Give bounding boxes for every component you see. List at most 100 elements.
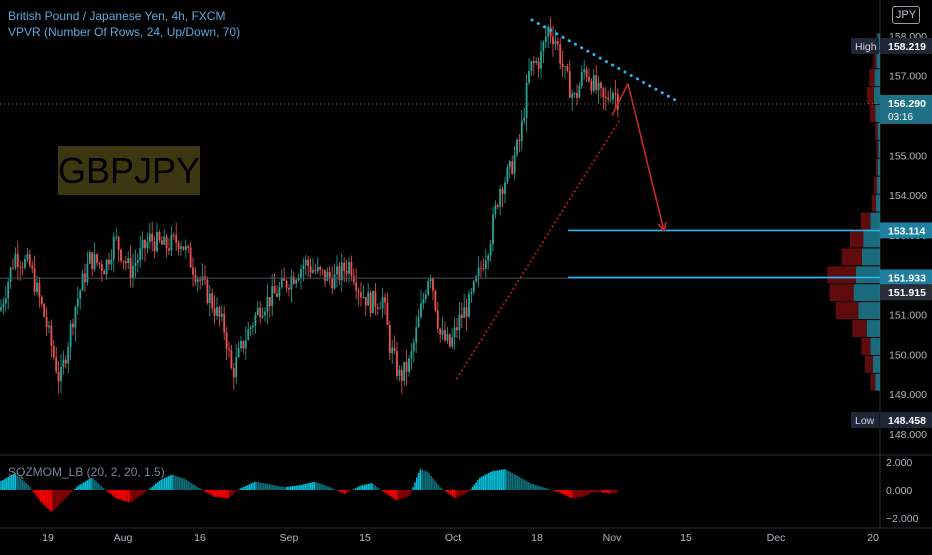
- histogram-bar-308: [555, 490, 557, 491]
- histogram-bar-98: [177, 476, 179, 490]
- histogram-bar-48: [87, 480, 89, 490]
- candle-body-170: [408, 358, 410, 372]
- histogram-bar-266: [479, 478, 481, 490]
- histogram-bar-225: [405, 490, 407, 497]
- histogram-bar-249: [448, 490, 450, 494]
- histogram-bar-111: [200, 489, 202, 490]
- candle-body-50: [120, 250, 122, 261]
- candle-body-119: [286, 281, 288, 288]
- candle-body-74: [178, 243, 180, 249]
- histogram-bar-274: [493, 471, 495, 490]
- candle-body-150: [360, 292, 362, 297]
- volume-profile-up-12: [862, 248, 880, 265]
- time-tick-1: Aug: [114, 532, 133, 544]
- price-tick-1: 157.000: [889, 71, 927, 83]
- candle-body-169: [406, 362, 408, 372]
- histogram-bar-27: [49, 490, 51, 510]
- histogram-bar-293: [528, 482, 530, 490]
- oscillator-legend[interactable]: SQZMOM_LB (20, 2, 20, 1.5): [8, 465, 165, 479]
- histogram-bar-2: [4, 479, 6, 490]
- candle-body-236: [567, 66, 569, 71]
- candle-body-87: [209, 293, 211, 303]
- candle-body-66: [159, 232, 161, 240]
- histogram-bar-181: [326, 486, 328, 490]
- candle-body-90: [216, 307, 218, 316]
- histogram-bar-263: [474, 485, 476, 490]
- histogram-bar-233: [420, 469, 422, 490]
- histogram-bar-178: [321, 484, 323, 490]
- histogram-bar-228: [411, 490, 413, 492]
- histogram-bar-165: [297, 485, 299, 490]
- histogram-bar-21: [38, 490, 40, 499]
- volume-profile-down-18: [865, 356, 873, 373]
- histogram-bar-153: [276, 486, 278, 490]
- histogram-bar-288: [519, 477, 521, 490]
- indicator-legend[interactable]: VPVR (Number Of Rows, 24, Up/Down, 70): [8, 25, 240, 39]
- histogram-bar-95: [171, 475, 173, 490]
- candle-body-168: [403, 362, 405, 381]
- candle-body-198: [475, 276, 477, 281]
- candle-body-131: [315, 270, 317, 271]
- histogram-bar-102: [184, 479, 186, 490]
- candle-body-94: [226, 332, 228, 348]
- volume-profile-down-5: [875, 123, 877, 140]
- currency-badge[interactable]: JPY: [892, 6, 920, 24]
- time-tick-4: 15: [359, 532, 371, 544]
- histogram-bar-335: [603, 490, 605, 493]
- candle-body-82: [197, 279, 199, 281]
- histogram-bar-33: [60, 490, 62, 503]
- histogram-bar-187: [337, 490, 339, 491]
- histogram-bar-216: [389, 490, 391, 496]
- volume-profile-up-13: [856, 266, 880, 283]
- chart-title[interactable]: British Pound / Japanese Yen, 4h, FXCM: [8, 9, 225, 23]
- histogram-bar-243: [438, 485, 440, 490]
- histogram-bar-194: [349, 490, 351, 491]
- histogram-bar-109: [196, 487, 198, 490]
- candle-body-79: [190, 248, 192, 268]
- histogram-bar-332: [598, 490, 600, 492]
- histogram-bar-143: [258, 482, 260, 490]
- candle-body-46: [111, 260, 113, 264]
- candle-body-83: [199, 279, 201, 280]
- histogram-bar-119: [214, 490, 216, 497]
- histogram-bar-229: [412, 487, 414, 490]
- candle-body-99: [238, 348, 240, 357]
- candle-body-45: [108, 260, 110, 265]
- histogram-bar-262: [472, 487, 474, 490]
- histogram-bar-104: [187, 481, 189, 490]
- candle-body-239: [574, 93, 576, 94]
- candle-body-26: [63, 360, 65, 367]
- histogram-bar-292: [526, 481, 528, 490]
- histogram-bar-235: [423, 471, 425, 490]
- histogram-bar-113: [204, 490, 206, 491]
- histogram-bar-284: [511, 473, 513, 490]
- candle-body-205: [492, 215, 494, 245]
- histogram-bar-207: [373, 484, 375, 490]
- histogram-bar-31: [56, 490, 58, 507]
- histogram-bar-62: [112, 490, 114, 496]
- candle-body-70: [168, 248, 170, 250]
- candle-body-157: [377, 307, 379, 309]
- volume-profile-down-14: [830, 284, 854, 301]
- histogram-bar-105: [189, 482, 191, 490]
- histogram-bar-309: [556, 490, 558, 492]
- histogram-bar-255: [459, 490, 461, 496]
- candle-body-235: [564, 66, 566, 67]
- candle-body-174: [418, 317, 420, 327]
- candle-body-165: [396, 351, 398, 376]
- histogram-bar-156: [281, 487, 283, 490]
- histogram-bar-217: [391, 490, 393, 497]
- histogram-bar-77: [139, 490, 141, 496]
- histogram-bar-155: [279, 486, 281, 490]
- histogram-bar-198: [357, 487, 359, 490]
- histogram-bar-162: [292, 486, 294, 490]
- candle-body-192: [461, 315, 463, 318]
- candle-body-175: [420, 304, 422, 318]
- volume-profile-down-4: [870, 105, 875, 122]
- histogram-bar-222: [400, 490, 402, 499]
- histogram-bar-290: [522, 479, 524, 490]
- histogram-bar-257: [463, 490, 465, 495]
- time-tick-9: Dec: [767, 532, 786, 544]
- histogram-bar-173: [312, 482, 314, 490]
